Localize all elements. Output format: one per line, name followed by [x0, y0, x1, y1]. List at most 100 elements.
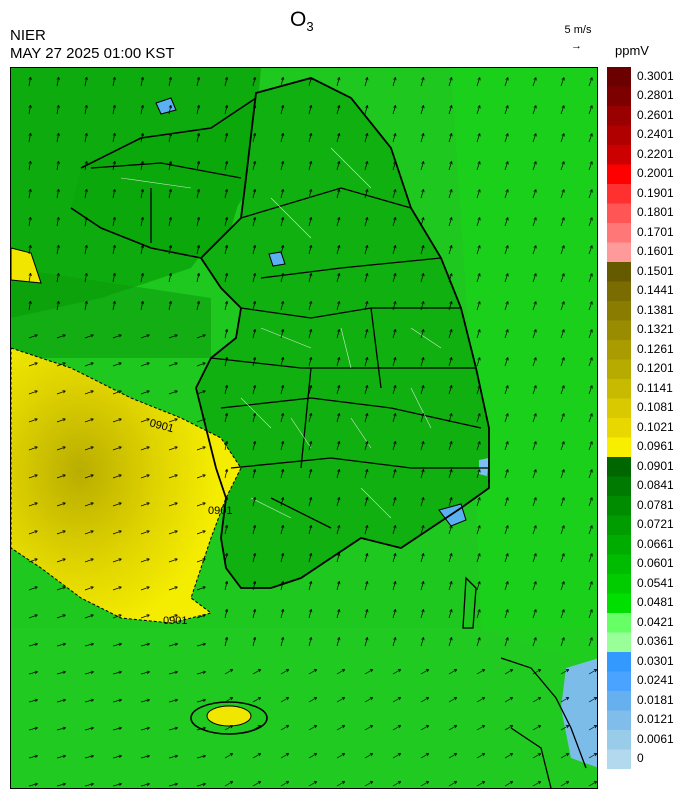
- color-scale-swatch: [607, 301, 631, 321]
- wind-vector: [392, 753, 401, 759]
- wind-vector-head: [174, 782, 178, 786]
- wind-vector: [588, 497, 593, 507]
- wind-vector: [224, 357, 228, 367]
- wind-vector: [476, 753, 485, 759]
- color-scale-label: 0.1321: [637, 322, 674, 337]
- color-scale-label: 0.0481: [637, 595, 674, 610]
- wind-vector-head: [84, 160, 88, 165]
- wind-vector-head: [533, 161, 537, 165]
- wind-vector-head: [252, 273, 257, 277]
- wind-vector-head: [146, 614, 150, 618]
- ozone-low-spot-1: [155, 97, 177, 115]
- wind-vector: [280, 725, 289, 731]
- wind-vector-head: [56, 244, 60, 249]
- wind-vector: [140, 273, 144, 283]
- wind-vector: [168, 783, 178, 787]
- wind-vector: [168, 614, 178, 619]
- wind-vector-head: [224, 441, 229, 445]
- wind-vector-head: [252, 469, 257, 473]
- wind-vector-head: [425, 753, 430, 757]
- wind-vector-head: [224, 217, 229, 221]
- wind-vector: [252, 581, 256, 591]
- wind-vector-head: [118, 390, 122, 394]
- wind-vector-head: [84, 132, 88, 137]
- wind-vector-head: [118, 446, 122, 450]
- wind-vector: [252, 781, 261, 787]
- wind-vector-head: [505, 105, 509, 109]
- wind-vector-head: [168, 216, 173, 221]
- wind-vector: [140, 446, 150, 451]
- wind-vector: [364, 245, 368, 255]
- wind-vector-head: [421, 553, 425, 557]
- wind-vector: [420, 753, 429, 759]
- wind-vector: [280, 469, 284, 479]
- wind-vector-head: [196, 301, 201, 305]
- wind-vector-head: [202, 782, 206, 786]
- wind-vector-head: [309, 385, 313, 389]
- wind-vector-head: [505, 385, 509, 389]
- wind-vector: [196, 727, 206, 731]
- wind-vector: [532, 697, 541, 703]
- wind-vector: [84, 446, 94, 451]
- wind-vector-head: [140, 216, 145, 221]
- wind-vector: [112, 727, 122, 731]
- wind-vector: [420, 581, 424, 591]
- wind-vector: [28, 77, 31, 87]
- wind-vector: [560, 77, 565, 87]
- wind-vector-head: [140, 132, 145, 137]
- wind-vector-head: [28, 244, 32, 249]
- wind-vector-head: [505, 413, 509, 417]
- color-scale-swatch: [607, 574, 631, 594]
- wind-reference-label: 5 m/s: [564, 24, 592, 36]
- wind-vector: [560, 245, 565, 255]
- wind-vector-head: [393, 553, 397, 557]
- wind-vector-head: [397, 697, 402, 701]
- wind-vector: [28, 390, 38, 395]
- wind-vector: [364, 385, 368, 395]
- wind-vector-head: [397, 781, 402, 785]
- wind-vector-head: [34, 586, 38, 590]
- wind-vector: [252, 357, 256, 367]
- wind-vector: [140, 671, 150, 675]
- wind-vector: [392, 273, 396, 283]
- color-scale-swatch: [607, 223, 631, 243]
- wind-vector-head: [561, 161, 565, 165]
- wind-vector: [28, 133, 31, 143]
- wind-vector-head: [421, 329, 425, 333]
- wind-vector: [476, 697, 485, 703]
- wind-vector: [168, 671, 178, 675]
- wind-vector: [504, 669, 513, 675]
- wind-vector-head: [589, 525, 593, 529]
- wind-vector-head: [56, 76, 60, 81]
- wind-vector: [504, 133, 509, 143]
- wind-vector-head: [62, 502, 66, 506]
- wind-vector: [336, 637, 340, 647]
- wind-vector-head: [505, 497, 509, 501]
- wind-vector: [588, 189, 593, 199]
- wind-vector: [392, 301, 396, 311]
- wind-vector: [140, 189, 144, 199]
- wind-vector-head: [533, 637, 537, 641]
- color-scale-label: 0.1381: [637, 302, 674, 317]
- wind-vector-head: [337, 553, 341, 557]
- wind-vector-head: [393, 413, 397, 417]
- wind-vector: [560, 161, 565, 171]
- wind-vector: [196, 530, 206, 535]
- wind-vector: [112, 783, 122, 787]
- wind-vector: [448, 413, 453, 423]
- wind-vector-head: [62, 726, 66, 730]
- wind-vector: [56, 245, 60, 255]
- wind-vector: [112, 643, 122, 647]
- wind-vector-head: [224, 133, 229, 137]
- wind-vector: [448, 301, 453, 311]
- wind-vector: [336, 189, 340, 199]
- wind-vector-head: [421, 609, 425, 613]
- wind-vector-head: [561, 301, 565, 305]
- wind-vector-head: [505, 301, 509, 305]
- wind-vector: [280, 273, 284, 283]
- wind-vector-head: [90, 754, 94, 758]
- wind-vector-head: [28, 76, 32, 81]
- wind-vector: [56, 418, 66, 423]
- wind-vector-head: [140, 188, 145, 193]
- wind-vector-head: [505, 133, 509, 137]
